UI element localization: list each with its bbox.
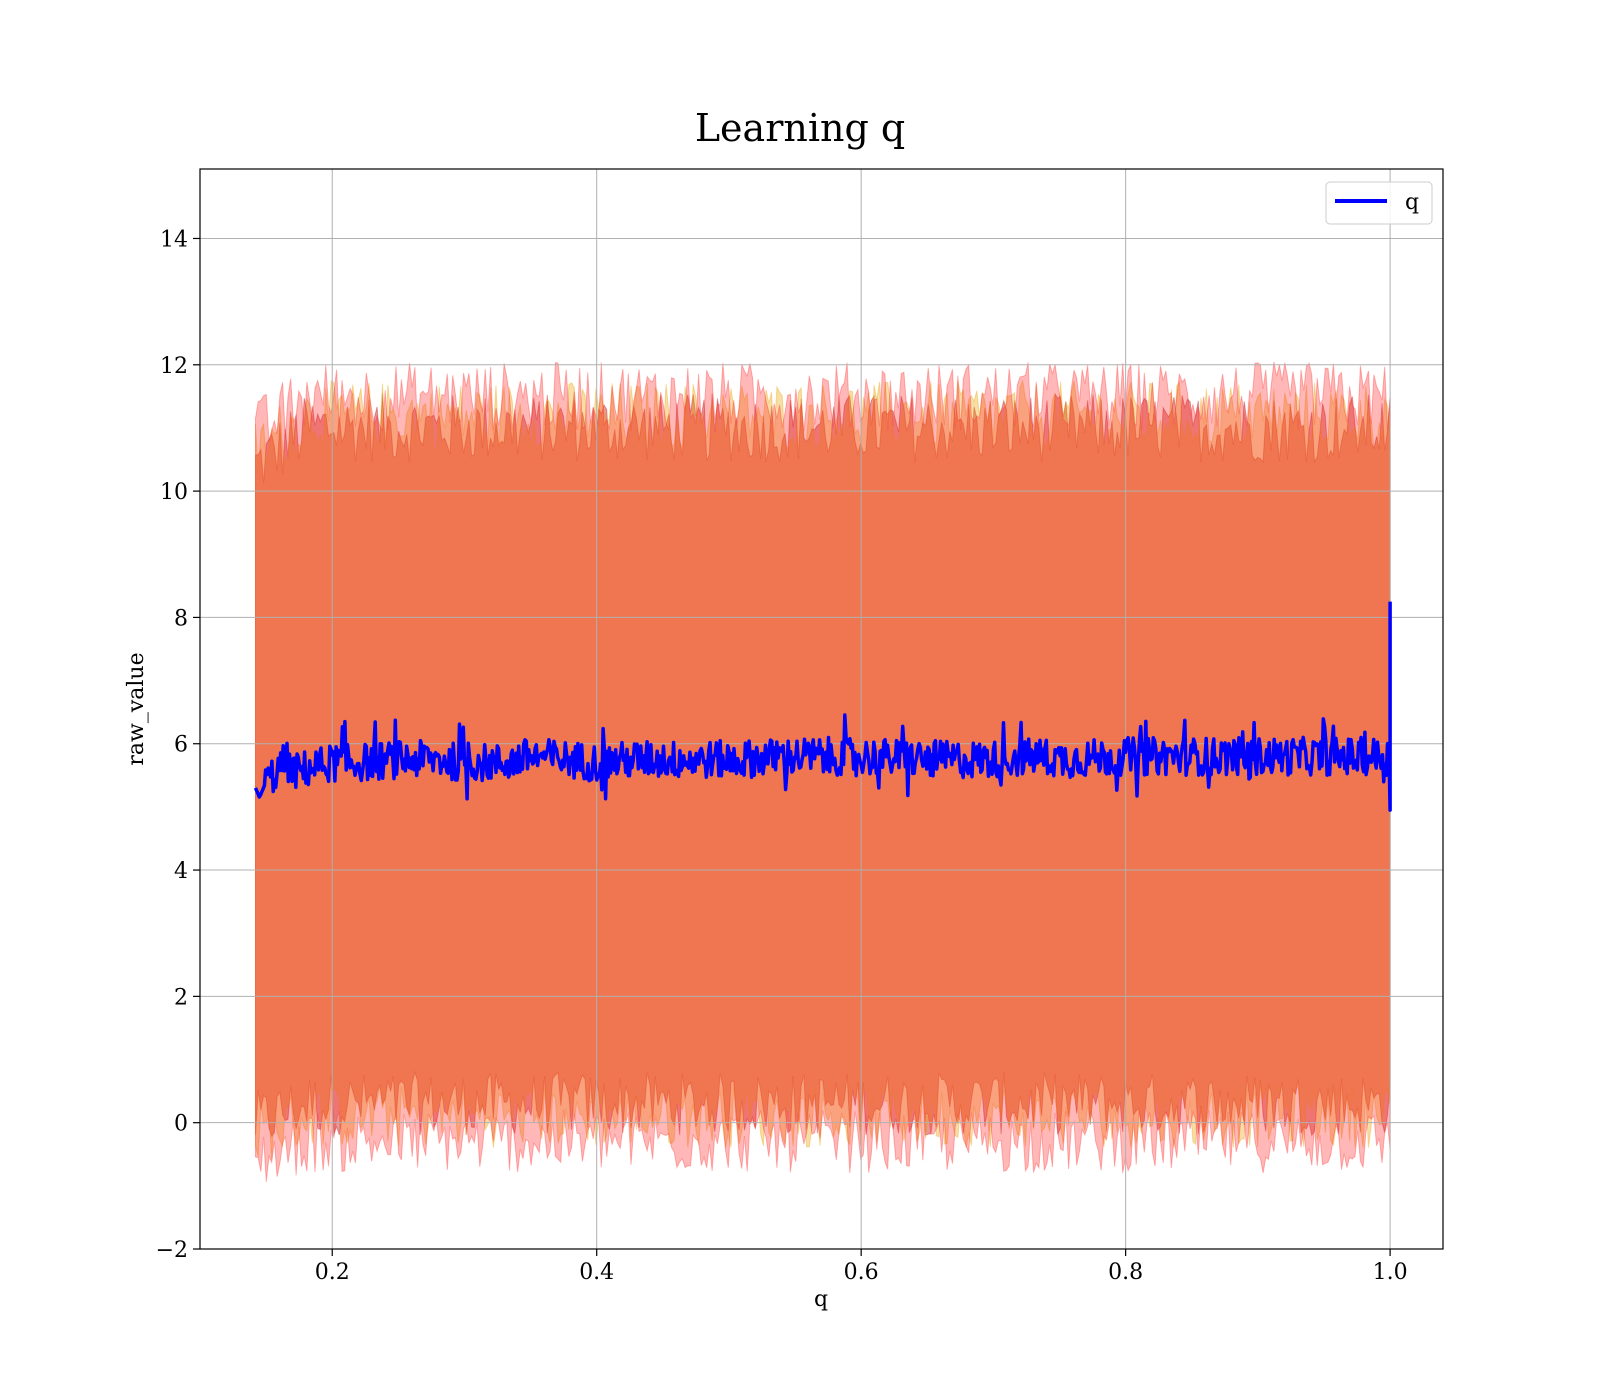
y-tick-label: 8 xyxy=(174,606,188,631)
y-tick-label: 2 xyxy=(174,985,188,1010)
y-tick-label: 0 xyxy=(174,1112,188,1137)
y-tick-label: 4 xyxy=(174,859,188,884)
y-axis-label: raw_value xyxy=(124,652,149,765)
x-tick-label: 1.0 xyxy=(1373,1260,1408,1285)
chart-title: Learning q xyxy=(695,106,905,150)
x-tick-label: 0.6 xyxy=(844,1260,879,1285)
x-axis-label: q xyxy=(814,1287,828,1312)
x-axis-ticks: 0.2 0.4 0.6 0.8 1.0 xyxy=(315,1249,1408,1285)
legend-label-q: q xyxy=(1405,190,1419,215)
y-tick-label: 12 xyxy=(160,354,188,379)
x-tick-label: 0.8 xyxy=(1108,1260,1143,1285)
x-tick-label: 0.4 xyxy=(579,1260,614,1285)
series-lines xyxy=(253,601,1392,812)
y-tick-label: 6 xyxy=(174,733,188,758)
y-tick-label: 10 xyxy=(160,480,188,505)
legend: q xyxy=(1325,181,1433,225)
plot-frame xyxy=(199,168,1444,1250)
y-axis-ticks: −2 0 2 4 6 8 10 12 14 xyxy=(156,227,200,1263)
x-tick-label: 0.2 xyxy=(315,1260,350,1285)
y-tick-label: 14 xyxy=(160,227,188,252)
series-line-q xyxy=(253,601,1392,812)
y-tick-label: −2 xyxy=(156,1238,188,1263)
